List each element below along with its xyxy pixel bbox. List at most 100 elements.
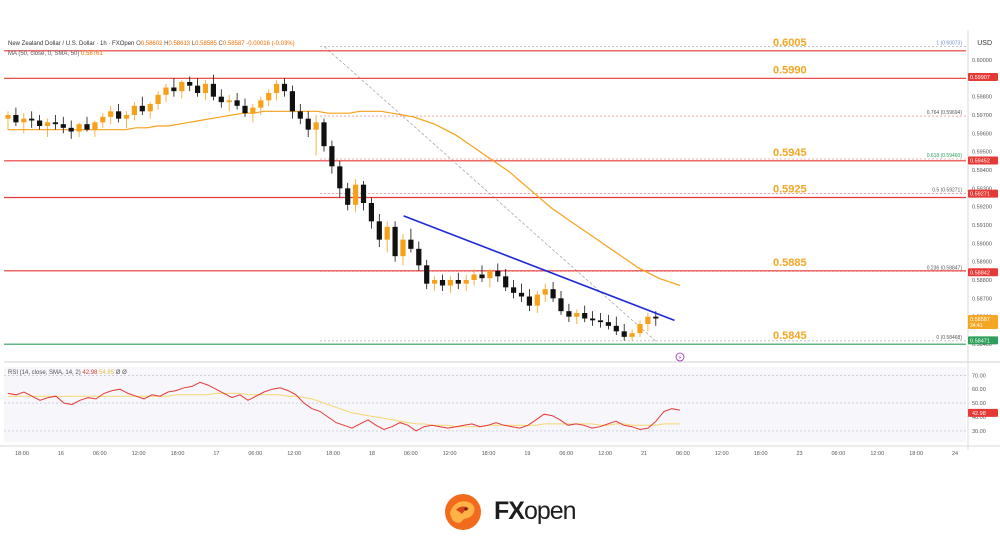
price-badge-label: 0.58587: [970, 317, 990, 323]
downtrend-line: [403, 215, 675, 322]
time-tick-label: 23: [796, 451, 802, 457]
close-value: 0.58587: [222, 41, 245, 47]
candle-body: [353, 184, 359, 205]
candle-body: [321, 122, 327, 147]
key-level-label: 0.5990: [773, 64, 807, 76]
price-tick-label: 0.58800: [972, 278, 992, 284]
key-level-label: 0.6005: [773, 37, 807, 49]
candle-body: [511, 287, 517, 293]
candle-body: [5, 115, 11, 119]
candle-body: [360, 184, 367, 203]
candle-body: [479, 274, 485, 279]
candle-body: [590, 318, 596, 321]
candle-body: [621, 331, 627, 337]
candle-body: [384, 226, 390, 240]
time-tick-label: 12:00: [870, 451, 884, 457]
candle-body: [242, 105, 248, 114]
time-tick-label: 18:00: [754, 451, 768, 457]
price-badge-label: 0.59271: [970, 192, 990, 198]
low-value: 0.58585: [195, 41, 217, 47]
rsi-line: [7, 381, 681, 432]
price-tick-label: 0.59100: [972, 223, 992, 229]
candle-body: [100, 116, 106, 123]
candle-body: [629, 333, 635, 337]
rsi-extra-1: Ø: [115, 370, 121, 376]
candle-body: [187, 82, 193, 86]
candle-body: [68, 127, 74, 132]
candle-body: [139, 105, 145, 112]
rsi-tick-label: 30.00: [972, 429, 986, 435]
candle-body: [416, 248, 422, 266]
candle-body: [455, 280, 461, 284]
key-level-label: 0.5925: [773, 184, 807, 196]
candle-body: [597, 320, 604, 323]
candle-body: [155, 94, 161, 104]
fibonacci-level-label: 0.764 (0.59694): [927, 110, 963, 116]
candle-body: [376, 221, 382, 240]
time-tick-label: 18:00: [171, 451, 185, 457]
rsi-value: 42.98: [82, 370, 98, 376]
price-badge-countdown: 34:41: [970, 323, 983, 329]
price-tick-label: 0.60000: [972, 58, 992, 64]
candle-body: [131, 105, 137, 115]
time-tick-label: 12:00: [287, 451, 301, 457]
time-tick-label: 06:00: [676, 451, 690, 457]
time-tick-label: 17: [213, 451, 219, 457]
price-tick-label: 0.59700: [972, 113, 992, 119]
candle-body: [503, 276, 509, 288]
candle-body: [487, 270, 493, 279]
price-tick-label: 0.59200: [972, 205, 992, 211]
time-tick-label: 16: [58, 451, 64, 457]
time-tick-label: 06:00: [248, 451, 262, 457]
fxopen-lion-icon: [445, 494, 481, 530]
candle-body: [274, 83, 280, 93]
candle-body: [400, 239, 406, 257]
price-tick-label: 0.59800: [972, 95, 992, 101]
candle-body: [84, 124, 90, 130]
ma-label: MA (50, close, 0, SMA, 50): [8, 51, 80, 57]
fxopen-logo: FXopen: [442, 492, 592, 532]
time-tick-label: 18: [369, 451, 375, 457]
candle-body: [289, 91, 295, 112]
candle-body: [550, 289, 556, 299]
time-tick-label: 12:00: [443, 451, 457, 457]
candle-body: [13, 115, 19, 123]
candle-body: [566, 311, 572, 317]
candle-body: [542, 289, 548, 295]
candle-body: [52, 122, 58, 125]
time-tick-label: 18:00: [326, 451, 340, 457]
price-badge: [968, 189, 998, 198]
candle-body: [116, 111, 122, 119]
candle-body: [392, 226, 398, 257]
fibonacci-level-label: 0 (0.58468): [936, 335, 962, 341]
brand-fx: FX: [494, 497, 525, 525]
rsi-tick-label: 50.00: [972, 401, 986, 407]
price-badge-label: 0.59907: [970, 75, 990, 81]
fibonacci-level-label: 0.236 (0.58847): [927, 265, 963, 271]
price-tick-label: 0.58900: [972, 260, 992, 266]
ma-value: 0.58761: [81, 51, 103, 57]
fibonacci-level-label: 0.618 (0.59460): [927, 153, 963, 159]
candle-body: [76, 124, 82, 132]
candle-body: [147, 104, 153, 112]
candle-body: [305, 118, 311, 130]
symbol-header: New Zealand Dollar / U.S. Dollar · 1h · …: [8, 41, 295, 47]
candle-body: [281, 83, 288, 92]
candle-body: [44, 122, 51, 126]
price-badge: [968, 315, 998, 330]
rsi-extra-2: Ø: [122, 370, 127, 376]
candle-body: [447, 280, 453, 286]
brand-open: open: [523, 497, 577, 525]
time-tick-label: 06:00: [404, 451, 418, 457]
candle-body: [266, 93, 272, 101]
candle-body: [526, 296, 532, 306]
currency-label: USD: [977, 40, 992, 47]
candle-body: [258, 100, 264, 108]
time-tick-label: 06:00: [93, 451, 107, 457]
fibonacci-level-label: 0.5 (0.59271): [932, 188, 962, 194]
rsi-tick-label: 70.00: [972, 373, 986, 379]
candle-body: [645, 316, 651, 324]
candle-body: [439, 280, 446, 286]
candle-body: [179, 82, 185, 92]
time-tick-label: 18:00: [482, 451, 496, 457]
